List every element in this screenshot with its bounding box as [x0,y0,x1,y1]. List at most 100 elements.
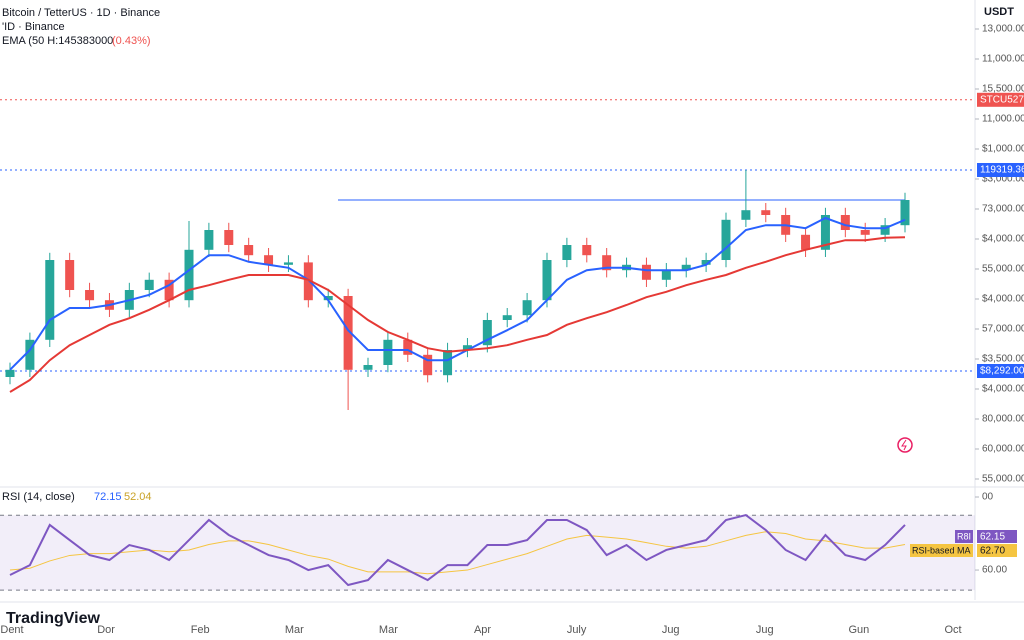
candle-body [502,315,512,320]
y-tick-label: $4,000.00 [982,384,1024,395]
level-label: 119319.36 [980,165,1024,176]
candle-body [462,345,472,350]
y-tick-label: $3,500.00 [982,354,1024,365]
candle-body [721,219,731,260]
candle-body [522,300,532,316]
rsi-ma-box [910,544,973,557]
candle-body [761,210,771,215]
rsi-line [9,513,906,587]
level-label: STCU5278 [980,94,1024,105]
candle-body [204,230,214,250]
x-tick-label: Apr [474,624,491,636]
indicator-change: (0.43%) [112,35,151,47]
candle-body [224,230,234,245]
y-tick-label: 11,000.00 [982,54,1024,65]
candle-body [184,249,194,301]
chart-title: Bitcoin / TetterUS · 1D · Binance [2,7,160,19]
candle-body [701,260,711,265]
indicator: EMA (50 H:145383000 [2,35,113,47]
candle-body [562,245,572,260]
y-tick-label: 13,000.00 [982,24,1024,35]
candle-body [25,339,35,370]
currency: USDT [984,6,1014,18]
rsi-tick-label: 60.00 [982,565,1007,576]
candle-body [840,215,850,230]
candle-body [661,270,671,280]
x-tick-label: Oct [944,624,961,636]
rsi-tag-box [955,530,973,543]
x-tick-label: Feb [191,624,210,636]
candle-body [423,354,433,376]
y-tick-label: 73,000.00 [982,204,1024,215]
candle-body [820,215,830,250]
x-tick-label: Jug [756,624,774,636]
candle-body [164,279,174,301]
candle-body [5,369,15,377]
y-tick-label: 80,000.00 [982,414,1024,425]
y-tick-label: $3,000.00 [982,174,1024,185]
candle-body [85,290,95,301]
y-tick-label: $1,000.00 [982,144,1024,155]
level-tag [977,163,1024,177]
rsi-ma-line [9,531,906,575]
y-tick-label: $4,000.00 [982,294,1024,305]
candle-body [283,262,293,265]
level-label: $8,292.00 [980,366,1024,377]
rsi-ma-value: 52.04 [124,491,152,503]
candle-body [144,279,154,290]
subtitle: 'ID · Binance [2,21,65,33]
y-tick-label: 60,000.00 [982,444,1024,455]
x-tick-label: Gun [849,624,870,636]
rsi-ma-last: 62.70 [980,546,1005,557]
candle-body [582,245,592,256]
y-tick-label: 55,000.00 [982,474,1024,485]
candle-body [900,200,910,226]
rsi-title: RSI (14, close) [2,491,75,503]
x-tick-label: Jug [662,624,680,636]
y-tick-label: 55,000.00 [982,264,1024,275]
candle-body [801,234,811,250]
rsi-ma-label: RSI-based MA [912,545,971,555]
candle-body [244,245,254,256]
y-tick-label: 11,000.00 [982,114,1024,125]
y-tick-label: $4,000.00 [982,234,1024,245]
candle-body [860,230,870,235]
candle-body [323,296,333,301]
candle-body [880,225,890,235]
rsi-band [0,515,975,591]
candle-body [264,255,274,265]
candle-body [383,339,393,365]
candle-body [343,296,353,370]
rsi-last-box [977,530,1017,543]
rsi-last: 62.15 [980,532,1005,543]
candle-body [741,210,751,220]
x-tick-label: Dor [97,624,115,636]
alert-icon[interactable] [897,437,913,453]
candle-body [602,255,612,271]
rsi-tag: R8I [957,531,971,541]
y-tick-label: 57,000.00 [982,324,1024,335]
y-tick-label: 15,500.00 [982,84,1024,95]
candle-body [65,260,75,290]
ema-line [9,236,906,393]
candle-body [443,350,453,376]
candle-body [641,264,651,280]
candle-body [681,264,691,271]
x-tick-label: Mar [285,624,304,636]
brand: TradingView [6,610,101,627]
candle-body [303,262,313,301]
candle-body [482,320,492,346]
level-tag [977,92,1024,107]
level-tag [977,364,1024,378]
ema-line [9,216,906,371]
candle-body [542,260,552,301]
candle-body [45,260,55,340]
x-tick-label: July [567,624,587,636]
rsi-value: 72.15 [94,491,122,503]
x-tick-label: Dent [0,624,23,636]
rsi-ma-last-box [977,544,1017,557]
candle-body [403,339,413,355]
candle-body [363,365,373,370]
